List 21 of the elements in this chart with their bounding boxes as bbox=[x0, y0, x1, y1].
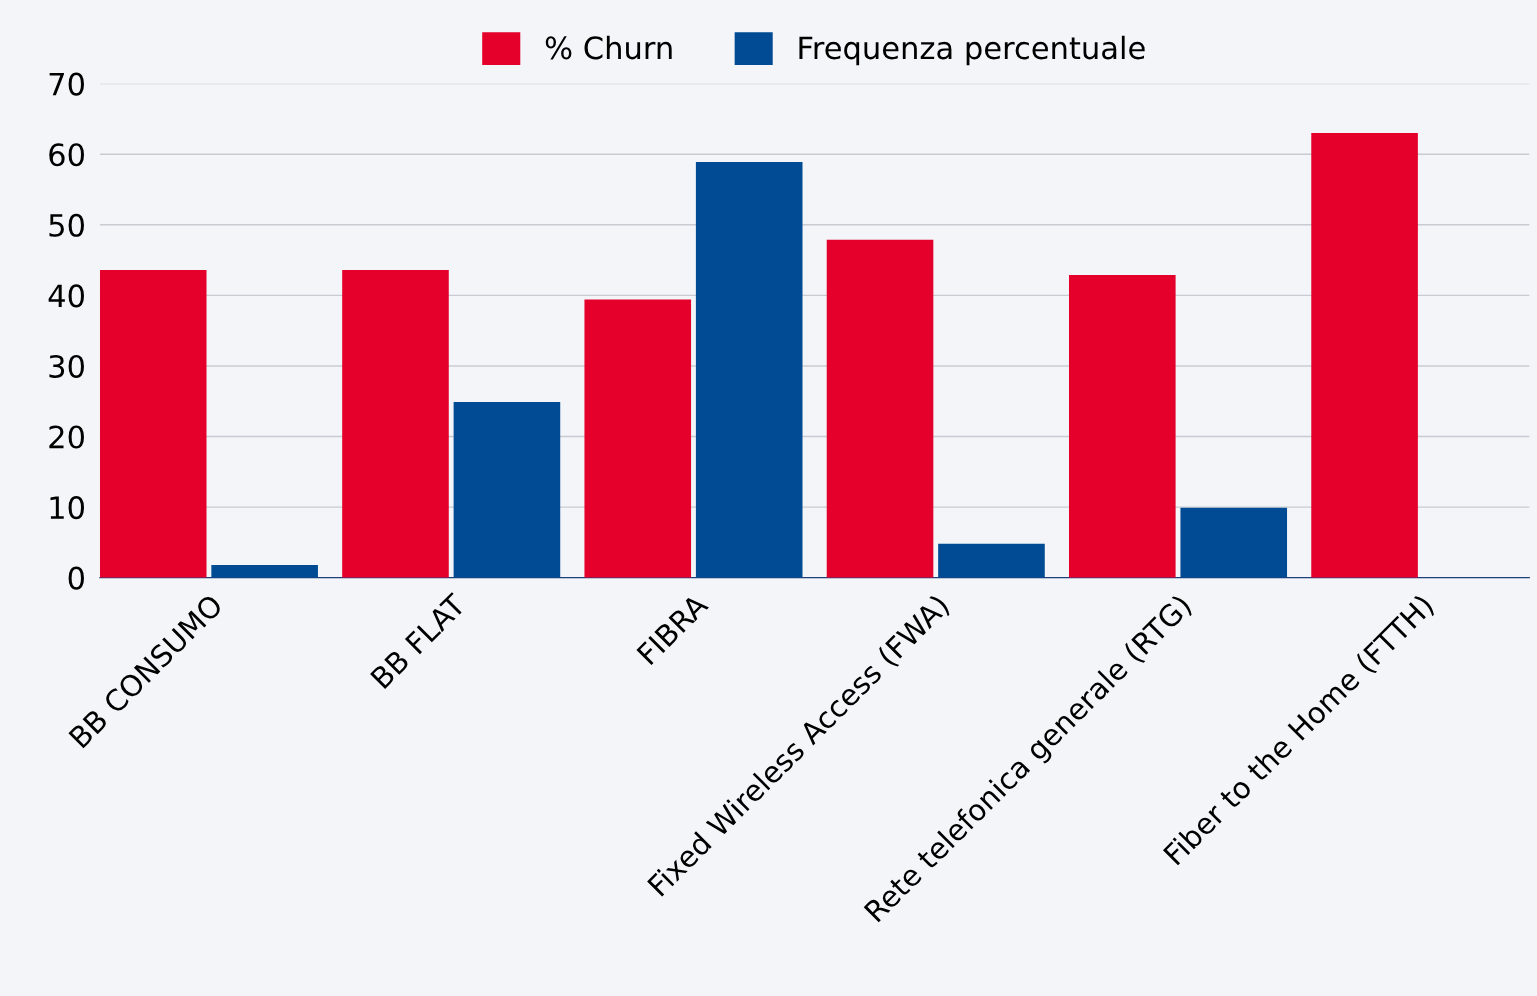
bar bbox=[1180, 507, 1288, 578]
bar bbox=[342, 269, 449, 578]
y-tick-label: 40 bbox=[48, 284, 84, 308]
legend-label: % Churn bbox=[545, 35, 672, 60]
legend-label: Frequenza percentuale bbox=[799, 35, 1145, 66]
bar bbox=[584, 299, 692, 578]
y-tick-label: 70 bbox=[49, 72, 84, 96]
bar bbox=[453, 401, 561, 578]
y-tick-label: 20 bbox=[49, 425, 84, 449]
bar bbox=[99, 269, 207, 578]
bar bbox=[826, 239, 934, 578]
bar bbox=[695, 162, 803, 578]
y-tick-label: 50 bbox=[49, 213, 84, 237]
bar bbox=[938, 543, 1045, 578]
bar bbox=[211, 564, 318, 578]
bar bbox=[1069, 274, 1176, 578]
bar bbox=[1311, 133, 1418, 578]
y-tick-label: 30 bbox=[49, 354, 84, 378]
y-tick-label: 10 bbox=[50, 496, 84, 520]
y-tick-label: 0 bbox=[68, 566, 84, 590]
y-tick-label: 60 bbox=[49, 143, 84, 167]
